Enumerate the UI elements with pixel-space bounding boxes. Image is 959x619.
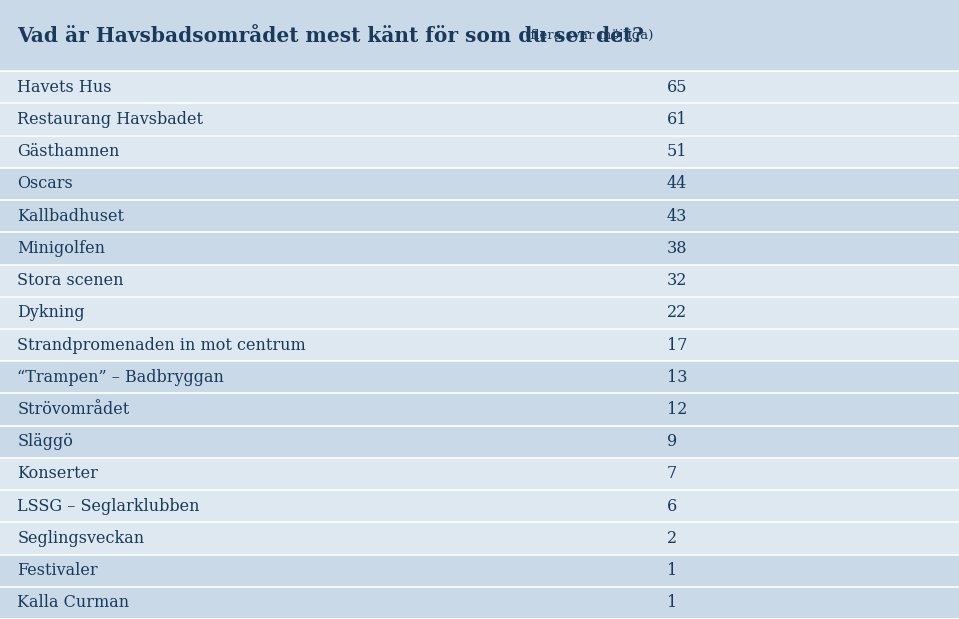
Text: 12: 12 [667,401,687,418]
Text: Minigolfen: Minigolfen [17,240,105,257]
Text: 65: 65 [667,79,687,96]
Bar [0,297,959,329]
Text: (flera svar möjliga): (flera svar möjliga) [521,29,653,42]
Bar [0,394,959,426]
Text: 13: 13 [667,369,687,386]
Text: 44: 44 [667,175,687,193]
Text: 22: 22 [667,305,687,321]
Bar [0,103,959,136]
Bar [0,361,959,394]
Text: 9: 9 [667,433,677,450]
Bar [0,136,959,168]
Text: Kalla Curman: Kalla Curman [17,594,129,612]
Text: Gästhamnen: Gästhamnen [17,143,120,160]
Text: 6: 6 [667,498,677,515]
Bar [0,555,959,587]
Text: LSSG – Seglarklubben: LSSG – Seglarklubben [17,498,199,515]
Text: 61: 61 [667,111,687,128]
Text: Oscars: Oscars [17,175,73,193]
Bar [0,587,959,619]
Text: Vad är Havsbadsområdet mest känt för som du ser det?: Vad är Havsbadsområdet mest känt för som… [17,25,644,46]
Text: 1: 1 [667,594,677,612]
Bar [0,426,959,458]
Text: Havets Hus: Havets Hus [17,79,112,96]
Bar [0,458,959,490]
Bar [0,490,959,522]
Text: Kallbadhuset: Kallbadhuset [17,208,125,225]
Text: Strövområdet: Strövområdet [17,401,129,418]
Text: Konserter: Konserter [17,465,98,482]
Text: Släggö: Släggö [17,433,73,450]
Bar [0,329,959,361]
Text: Festivaler: Festivaler [17,562,98,579]
Text: Restaurang Havsbadet: Restaurang Havsbadet [17,111,203,128]
Text: Strandpromenaden in mot centrum: Strandpromenaden in mot centrum [17,337,306,353]
Text: 38: 38 [667,240,687,257]
Text: 7: 7 [667,465,677,482]
Bar [0,0,959,71]
Text: 17: 17 [667,337,687,353]
Text: Dykning: Dykning [17,305,85,321]
Bar [0,200,959,232]
Bar [0,71,959,103]
Text: 2: 2 [667,530,677,547]
Text: Seglingsveckan: Seglingsveckan [17,530,145,547]
Bar [0,264,959,297]
Text: 32: 32 [667,272,687,289]
Bar [0,522,959,555]
Bar [0,232,959,264]
Bar [0,168,959,200]
Text: “Trampen” – Badbryggan: “Trampen” – Badbryggan [17,369,224,386]
Text: 43: 43 [667,208,687,225]
Text: 1: 1 [667,562,677,579]
Text: 51: 51 [667,143,687,160]
Text: Stora scenen: Stora scenen [17,272,124,289]
